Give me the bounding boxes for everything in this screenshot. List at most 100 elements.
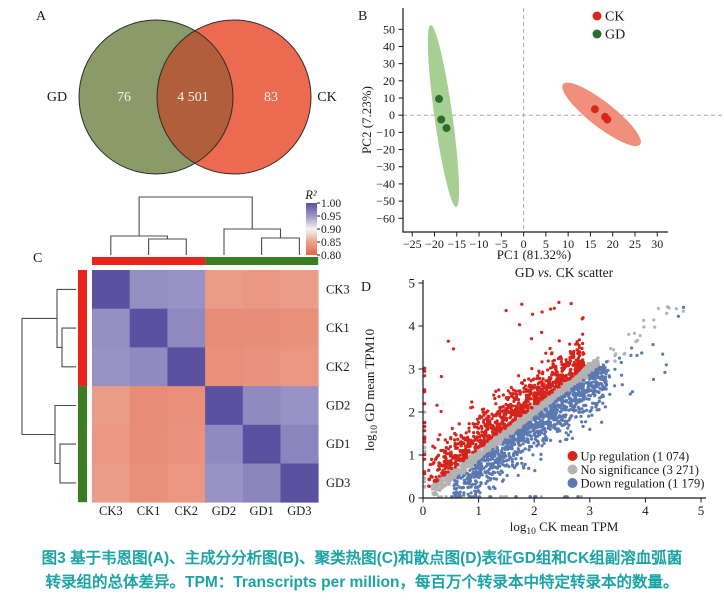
venn-intersection-region bbox=[157, 20, 233, 174]
heatmap-cell bbox=[167, 424, 206, 464]
venn-intersection-count: 4 501 bbox=[177, 90, 209, 105]
heatmap-cell bbox=[92, 308, 131, 348]
y-tick-label: −20 bbox=[376, 143, 395, 157]
x-tick-label: 20 bbox=[607, 237, 619, 251]
heatmap-cell bbox=[280, 463, 319, 503]
column-group-strip-gd bbox=[205, 257, 319, 265]
colorbar-tick-label: 0.80 bbox=[321, 250, 341, 262]
column-label: GD1 bbox=[249, 504, 273, 518]
venn-gd-set-label: GD bbox=[47, 90, 67, 105]
heatmap-cell bbox=[242, 463, 281, 503]
gd-sample-point bbox=[437, 115, 446, 124]
colorbar-tick-label: 0.85 bbox=[321, 237, 341, 249]
y-tick-label: 10 bbox=[383, 91, 395, 105]
heatmap-cell bbox=[92, 347, 131, 387]
x-tick-label: 0 bbox=[521, 237, 527, 251]
panel-d-scatter: 0 1 2 3 4 5 0 1 2 3 4 5 GD vs. CK scatter log10 CK me… bbox=[361, 265, 706, 537]
heatmap-cell bbox=[92, 386, 131, 426]
ck-confidence-ellipse bbox=[562, 82, 641, 147]
scatter-ticks: 0 1 2 3 4 5 0 1 2 3 4 5 bbox=[409, 276, 705, 519]
y-tick-label: 3 bbox=[409, 362, 416, 377]
scatter-x-axis-label: log10 CK mean TPM bbox=[510, 519, 619, 537]
scatter-plot-area: 0 1 2 3 4 5 0 1 2 3 4 5 GD vs. CK scatter log10 CK me… bbox=[362, 265, 706, 537]
x-tick-label: 5 bbox=[698, 503, 705, 518]
panel-a-venn: A GD 76 4 501 83 CK bbox=[36, 9, 337, 175]
y-tick-label: −40 bbox=[376, 177, 395, 191]
y-tick-label: 0 bbox=[389, 108, 395, 122]
heatmap-cell bbox=[280, 386, 319, 426]
legend-no-sig-dot bbox=[567, 464, 578, 475]
legend-down-dot bbox=[567, 478, 578, 488]
heatmap-cell bbox=[280, 308, 319, 348]
venn-gd-outline bbox=[78, 19, 234, 175]
heatmap-cell bbox=[92, 424, 131, 464]
heatmap-cell bbox=[205, 308, 244, 348]
scatter-legend: Up regulation (1 074)No significance (3 … bbox=[567, 449, 704, 490]
heatmap-cell bbox=[129, 308, 168, 348]
panel-c-letter: C bbox=[33, 251, 42, 266]
heatmap-cell bbox=[205, 424, 244, 464]
row-group-strip-gd bbox=[78, 386, 87, 503]
y-tick-label: 50 bbox=[383, 22, 395, 36]
heatmap-cell bbox=[167, 347, 206, 387]
venn-ck-unique-count: 83 bbox=[264, 90, 278, 105]
row-dendrogram bbox=[21, 288, 76, 484]
heatmap-cell bbox=[129, 424, 168, 464]
y-tick-label: 0 bbox=[409, 491, 416, 506]
x-tick-label: 5 bbox=[543, 237, 549, 251]
pca-ticks: −25 −20 −15 −10 −5 0 5 10 15 20 25 30−60−50−40−30−2… bbox=[376, 22, 663, 251]
heatmap-cell bbox=[205, 347, 244, 387]
heatmap-cell bbox=[92, 270, 131, 310]
figure-canvas: A GD 76 4 501 83 CK −25 −20 −15 −10 −5 0 5 10 15… bbox=[21, 8, 722, 537]
y-tick-label: −60 bbox=[376, 211, 395, 225]
y-tick-label: 30 bbox=[383, 57, 395, 71]
row-label: GD1 bbox=[326, 437, 350, 451]
heatmap-plot-area: CK3 CK1 CK2 GD2 GD1 GD3 CK3 CK1 CK2 GD2 GD1 GD3 1.00… bbox=[21, 196, 350, 518]
heatmap-cell bbox=[242, 424, 281, 464]
row-label: CK1 bbox=[326, 321, 350, 335]
x-tick-label: −5 bbox=[495, 237, 508, 251]
pc1-axis-label: PC1 (81.32%) bbox=[497, 247, 571, 262]
row-group-strip-ck bbox=[78, 270, 87, 387]
column-group-strip-ck bbox=[92, 257, 206, 265]
x-tick-label: 25 bbox=[629, 237, 641, 251]
legend-up-dot bbox=[567, 451, 578, 461]
legend-gd-label: GD bbox=[605, 28, 625, 43]
heatmap-cell bbox=[242, 270, 281, 310]
x-tick-label: 2 bbox=[531, 503, 538, 518]
figure-caption: 图3 基于韦恩图(A)、主成分分析图(B)、聚类热图(C)和散点图(D)表征GD… bbox=[0, 547, 724, 595]
colorbar-title: R² bbox=[304, 188, 317, 202]
column-label: GD3 bbox=[287, 504, 311, 518]
heatmap-cells bbox=[92, 270, 319, 503]
x-tick-label: −25 bbox=[403, 237, 422, 251]
gd-sample-point bbox=[442, 124, 451, 133]
row-label: GD3 bbox=[326, 476, 350, 490]
heatmap-labels: CK3 CK1 CK2 GD2 GD1 GD3 CK3 CK1 CK2 GD2 GD1 GD3 bbox=[99, 282, 350, 518]
heatmap-cell bbox=[92, 463, 131, 503]
heatmap-cell bbox=[205, 270, 244, 310]
legend-gd-dot bbox=[592, 29, 602, 39]
column-label: CK1 bbox=[137, 504, 161, 518]
x-tick-label: −10 bbox=[470, 237, 489, 251]
column-dendrogram bbox=[110, 196, 300, 255]
y-tick-label: 5 bbox=[409, 276, 416, 291]
pc2-axis-label: PC2 (7.23%) bbox=[359, 86, 374, 154]
heatmap-cell bbox=[167, 386, 206, 426]
panel-a-letter: A bbox=[36, 9, 47, 24]
heatmap-cell bbox=[167, 308, 206, 348]
venn-gd-unique-count: 76 bbox=[117, 90, 131, 105]
panel-b-letter: B bbox=[358, 9, 367, 24]
panel-c-heatmap: CK3 CK1 CK2 GD2 GD1 GD3 CK3 CK1 CK2 GD2 GD1 GD3 1.00… bbox=[21, 188, 350, 518]
x-tick-label: 30 bbox=[651, 237, 663, 251]
heatmap-cell bbox=[280, 270, 319, 310]
up-regulation-points bbox=[423, 300, 586, 488]
heatmap-cell bbox=[167, 463, 206, 503]
column-label: CK2 bbox=[174, 504, 198, 518]
colorbar-tick-label: 0.90 bbox=[321, 224, 341, 236]
x-tick-label: 3 bbox=[587, 503, 594, 518]
heatmap-cell bbox=[129, 463, 168, 503]
colorbar bbox=[306, 203, 317, 255]
ck-sample-point bbox=[603, 115, 612, 124]
x-tick-label: 4 bbox=[642, 503, 649, 518]
